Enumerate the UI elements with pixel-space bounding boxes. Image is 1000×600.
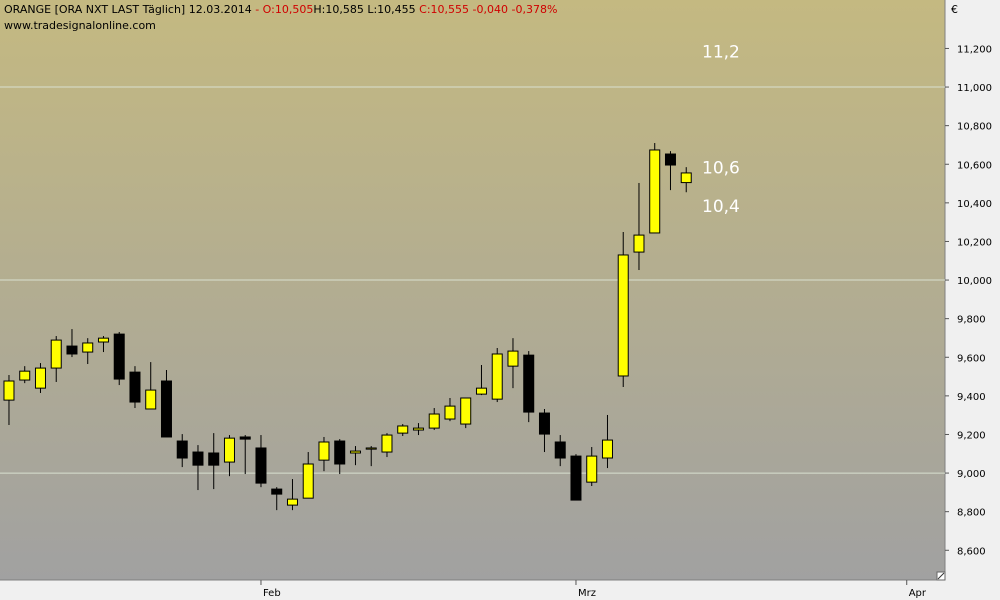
y-tick-label: 9,800 bbox=[957, 315, 986, 326]
candle-body bbox=[255, 447, 267, 484]
y-tick-label: 9,600 bbox=[957, 353, 986, 364]
change-pct: -0,378% bbox=[511, 3, 558, 16]
y-tick-label: 10,200 bbox=[957, 237, 992, 248]
candle-body bbox=[129, 371, 141, 403]
candle-body bbox=[34, 367, 46, 389]
y-tick-label: 11,200 bbox=[957, 44, 992, 55]
candle-body bbox=[19, 370, 31, 381]
candle-body bbox=[318, 441, 330, 461]
high: H:10,585 bbox=[313, 3, 364, 16]
candle-body bbox=[381, 434, 393, 453]
candle-body bbox=[523, 354, 535, 413]
y-tick-label: 8,800 bbox=[957, 508, 986, 519]
y-tick-label: 9,200 bbox=[957, 430, 986, 441]
close: C:10,555 bbox=[419, 3, 470, 16]
candle-body bbox=[302, 463, 314, 499]
candle-body bbox=[145, 389, 157, 410]
candle-body bbox=[176, 440, 188, 459]
candle-body bbox=[649, 149, 661, 234]
x-tick-label: Mrz bbox=[578, 588, 596, 599]
candle-body bbox=[428, 413, 440, 429]
candle-body bbox=[3, 380, 15, 401]
resize-glyph[interactable] bbox=[937, 572, 945, 580]
candle-body bbox=[491, 353, 503, 400]
candle-body bbox=[160, 380, 172, 438]
candle-body bbox=[680, 172, 692, 184]
candle-body bbox=[50, 339, 62, 369]
y-tick-label: 9,000 bbox=[957, 469, 986, 480]
candle-body bbox=[66, 345, 78, 355]
level-label: 10,4 bbox=[702, 197, 740, 217]
date: 12.03.2014 bbox=[188, 3, 252, 16]
candle-body bbox=[397, 425, 409, 434]
header: ORANGE [ORA NXT LAST Täglich] 12.03.2014… bbox=[4, 3, 557, 16]
candle-body bbox=[192, 451, 204, 466]
symbol: ORANGE [ORA NXT LAST Täglich] bbox=[4, 3, 186, 16]
candle-body bbox=[444, 405, 456, 420]
candle-body bbox=[208, 452, 220, 466]
x-tick-label: Apr bbox=[909, 588, 927, 599]
change: -0,040 bbox=[472, 3, 509, 16]
candle-body bbox=[334, 440, 346, 465]
low: L:10,455 bbox=[367, 3, 416, 16]
x-axis-panel bbox=[0, 580, 945, 600]
candle-body bbox=[239, 436, 251, 440]
resize-icon[interactable] bbox=[936, 571, 946, 581]
y-tick-label: 10,800 bbox=[957, 122, 992, 133]
candle-body bbox=[538, 412, 550, 435]
candle-body bbox=[586, 455, 598, 483]
candle-body bbox=[113, 333, 125, 380]
candle-body bbox=[412, 427, 424, 431]
candle-body bbox=[617, 254, 629, 377]
source: www.tradesignalonline.com bbox=[4, 19, 156, 32]
candle-body bbox=[271, 488, 283, 495]
candle-body bbox=[82, 342, 94, 353]
candle-body bbox=[664, 153, 676, 166]
candle-body bbox=[223, 437, 235, 463]
currency: € bbox=[951, 3, 958, 16]
plot-area bbox=[0, 0, 945, 580]
candle-body bbox=[570, 455, 582, 501]
candle-body bbox=[554, 441, 566, 459]
y-tick-label: 9,400 bbox=[957, 392, 986, 403]
level-label: 10,6 bbox=[702, 158, 740, 178]
open: - O:10,505 bbox=[255, 3, 314, 16]
level-label: 11,2 bbox=[702, 42, 740, 62]
candle-body bbox=[507, 350, 519, 367]
candle-body bbox=[97, 337, 109, 343]
y-tick-label: 10,400 bbox=[957, 199, 992, 210]
y-tick-label: 10,600 bbox=[957, 160, 992, 171]
candle-body bbox=[286, 498, 298, 506]
x-tick-label: Feb bbox=[263, 588, 281, 599]
candle-body bbox=[475, 387, 487, 395]
y-tick-label: 11,000 bbox=[957, 83, 992, 94]
candle-body bbox=[633, 234, 645, 253]
y-tick-label: 10,000 bbox=[957, 276, 992, 287]
candle-body bbox=[460, 397, 472, 425]
candle-body bbox=[365, 447, 377, 450]
candle-body bbox=[601, 439, 613, 459]
y-axis-panel bbox=[945, 0, 1000, 600]
y-tick-label: 8,600 bbox=[957, 546, 986, 557]
candle-body bbox=[349, 450, 361, 454]
